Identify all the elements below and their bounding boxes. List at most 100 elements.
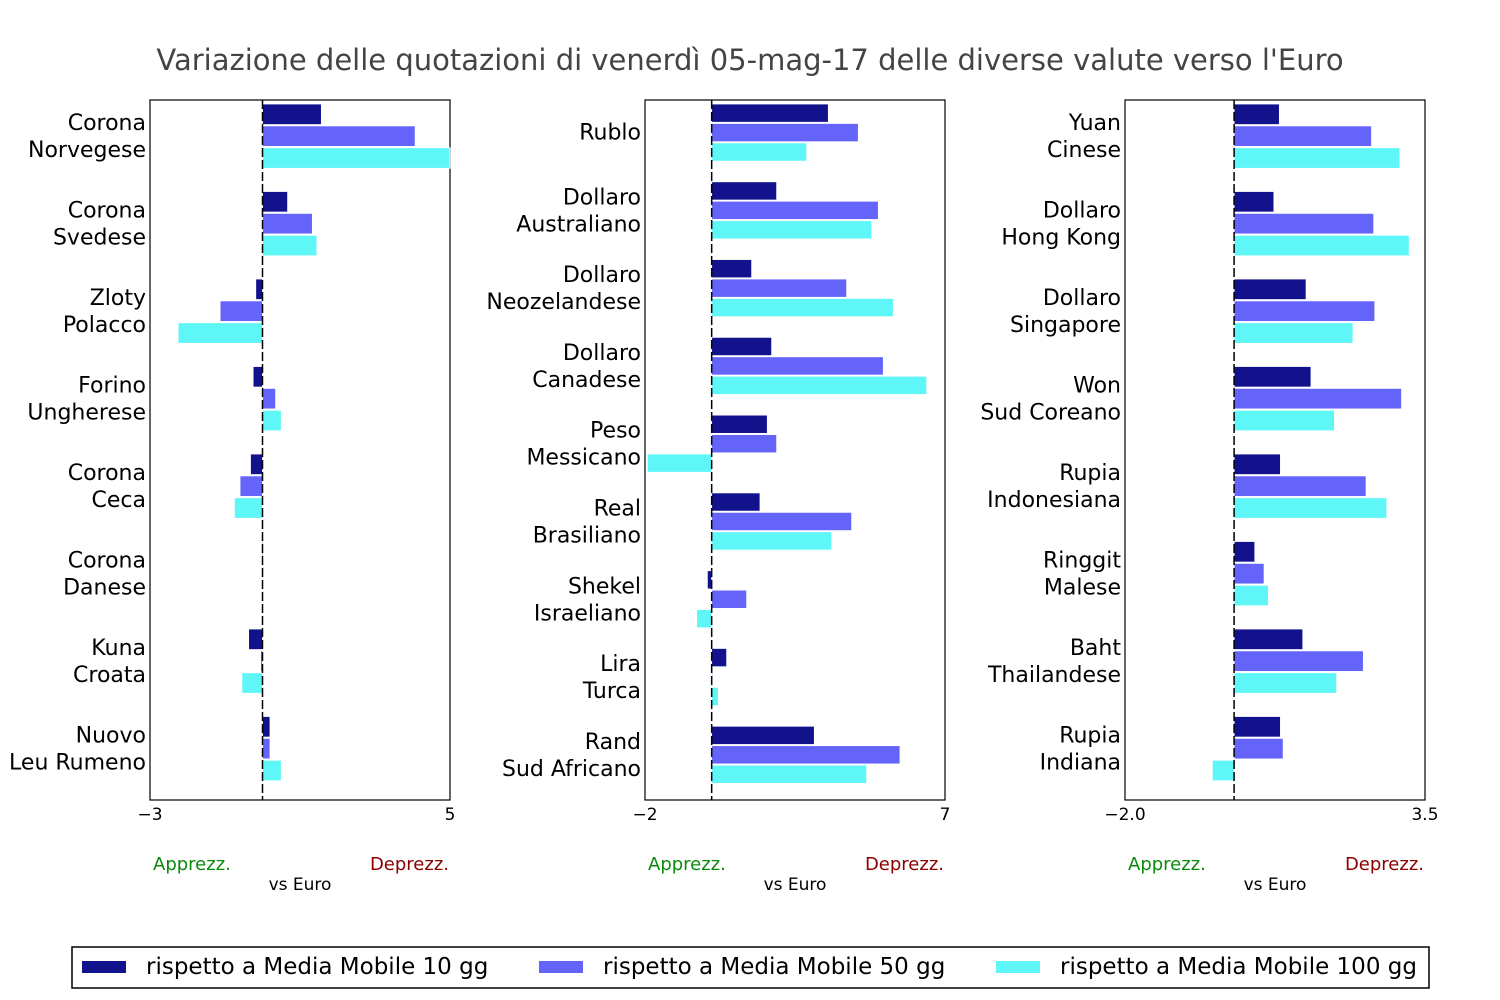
category-label: Corona Norvegese <box>28 111 146 163</box>
depreciation-label: Deprezz. <box>370 854 449 875</box>
category-label: Won Sud Coreano <box>980 374 1121 426</box>
category-label: Rupia Indonesiana <box>987 461 1121 513</box>
bar <box>1233 103 1280 125</box>
legend-frame <box>71 946 1430 989</box>
bar <box>696 609 713 629</box>
legend-label-ma50: rispetto a Media Mobile 50 gg <box>603 954 945 980</box>
bar <box>1233 584 1269 607</box>
category-label: Rand Sud Africano <box>502 730 641 782</box>
bar <box>711 220 873 240</box>
category-label: Corona Svedese <box>53 199 146 251</box>
bar <box>711 278 848 298</box>
bar <box>711 181 778 201</box>
category-label: Real Brasiliano <box>533 496 641 548</box>
bar <box>711 648 728 668</box>
bar <box>262 737 271 760</box>
bar <box>255 278 263 300</box>
bar <box>711 589 748 609</box>
bar <box>1233 300 1376 322</box>
bar <box>711 200 879 220</box>
bar <box>1233 453 1281 475</box>
bar <box>711 492 761 512</box>
bar <box>1233 366 1312 388</box>
chart-panel-1: Corona Norvegese Corona Svedese Zloty Polacco… <box>9 99 455 895</box>
chart-title: Variazione delle quotazioni di venerdì 0… <box>156 43 1343 77</box>
bar <box>262 387 277 410</box>
bar <box>262 103 322 125</box>
legend-label-ma10: rispetto a Media Mobile 10 gg <box>146 954 488 980</box>
bar <box>262 147 451 169</box>
bar <box>711 511 853 532</box>
appreciation-label: Apprezz. <box>648 854 726 875</box>
bar <box>262 212 313 235</box>
bar <box>711 123 859 143</box>
bar <box>711 725 815 745</box>
plot-area <box>1124 99 1426 801</box>
category-label: Corona Danese <box>63 549 146 601</box>
bar <box>262 716 271 738</box>
category-label: Dollaro Hong Kong <box>1001 199 1121 251</box>
bar <box>262 759 282 782</box>
bar <box>1233 475 1367 497</box>
bar <box>711 375 928 395</box>
category-label: Rupia Indiana <box>1040 724 1121 776</box>
category-label: Forino Ungherese <box>27 374 146 426</box>
category-label: Yuan Cinese <box>1047 111 1121 163</box>
bar <box>1233 234 1410 257</box>
category-label: Kuna Croata <box>73 636 146 688</box>
bar <box>711 745 901 765</box>
bar <box>177 322 263 344</box>
bar <box>260 650 263 672</box>
bar <box>711 434 778 454</box>
bar <box>711 686 719 707</box>
bar <box>711 764 868 784</box>
bar <box>1233 672 1338 694</box>
appreciation-label: Apprezz. <box>153 854 231 875</box>
category-label: Dollaro Australiano <box>516 185 641 237</box>
category-label: Rublo <box>579 121 641 146</box>
chart-panel-2: Rublo Dollaro Australiano Dollaro Neozelande… <box>486 99 951 895</box>
bar <box>706 570 713 590</box>
chart-panel-3: Yuan Cinese Dollaro Hong Kong Dollaro Singapo… <box>980 99 1439 895</box>
legend: rispetto a Media Mobile 10 gg rispetto a… <box>71 946 1430 989</box>
bar <box>1233 716 1281 738</box>
category-label: Shekel Israeliano <box>534 574 641 626</box>
bar <box>1211 759 1235 782</box>
category-label: Corona Ceca <box>68 461 146 513</box>
bar <box>241 672 263 694</box>
legend-swatch-ma100 <box>996 961 1040 973</box>
legend-swatch-ma50 <box>539 961 583 973</box>
bar <box>262 234 318 257</box>
bar <box>1233 322 1354 344</box>
x-tick-label: 3.5 <box>1411 805 1438 825</box>
appreciation-label: Apprezz. <box>1128 854 1206 875</box>
category-label: Baht Thailandese <box>987 636 1121 688</box>
bar <box>1233 147 1401 169</box>
depreciation-label: Deprezz. <box>1345 854 1424 875</box>
bar <box>262 409 282 432</box>
category-label: Ringgit Malese <box>1043 549 1121 601</box>
category-label: Lira Turca <box>582 652 641 704</box>
x-axis-label: vs Euro <box>1244 875 1307 895</box>
category-label: Zloty Polacco <box>63 286 146 338</box>
bar <box>711 259 753 279</box>
category-label: Dollaro Singapore <box>1010 286 1121 338</box>
bar <box>1233 497 1388 519</box>
legend-label-ma100: rispetto a Media Mobile 100 gg <box>1060 954 1417 980</box>
bar <box>1233 628 1304 650</box>
x-tick-label: 7 <box>940 805 951 825</box>
x-tick-label: −3 <box>137 805 162 825</box>
chart-panels: Corona Norvegese Corona Svedese Zloty Polacco… <box>9 99 1439 895</box>
bar <box>1233 737 1284 760</box>
category-label: Dollaro Neozelandese <box>486 263 641 315</box>
x-tick-label: −2 <box>632 805 657 825</box>
bar <box>1233 409 1335 432</box>
bar <box>233 497 263 519</box>
x-tick-label: −2.0 <box>1104 805 1145 825</box>
bar <box>1233 387 1402 410</box>
bar <box>1233 650 1364 672</box>
bar <box>262 191 289 213</box>
bar <box>1233 541 1256 563</box>
bar <box>252 366 263 388</box>
bar <box>1233 562 1265 585</box>
